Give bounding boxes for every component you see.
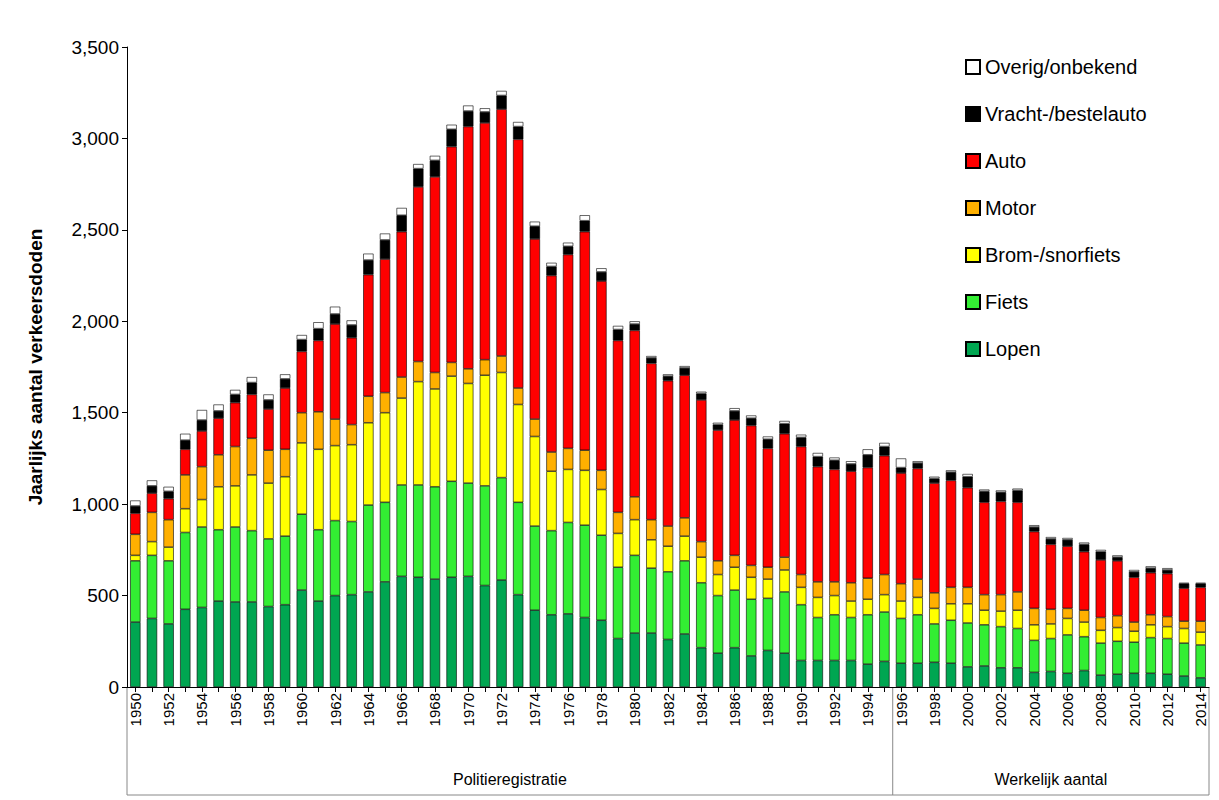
svg-text:1982: 1982 (660, 693, 677, 726)
svg-text:1966: 1966 (393, 693, 410, 726)
svg-text:1980: 1980 (626, 693, 643, 726)
svg-text:1,500: 1,500 (71, 402, 119, 423)
svg-text:Jaarlijks aantal verkeersdoden: Jaarlijks aantal verkeersdoden (25, 229, 46, 506)
svg-text:1964: 1964 (360, 693, 377, 726)
svg-text:Motor: Motor (985, 197, 1036, 219)
svg-text:500: 500 (87, 585, 119, 606)
svg-text:1986: 1986 (726, 693, 743, 726)
svg-text:Auto: Auto (985, 150, 1026, 172)
svg-text:1952: 1952 (160, 693, 177, 726)
svg-text:2,500: 2,500 (71, 219, 119, 240)
svg-text:1978: 1978 (593, 693, 610, 726)
svg-text:2006: 2006 (1059, 693, 1076, 726)
svg-text:2014: 2014 (1192, 693, 1209, 726)
svg-text:1996: 1996 (893, 693, 910, 726)
svg-text:1954: 1954 (193, 693, 210, 726)
svg-text:1950: 1950 (127, 693, 144, 726)
svg-text:1958: 1958 (260, 693, 277, 726)
svg-text:3,500: 3,500 (71, 37, 119, 58)
svg-text:2000: 2000 (959, 693, 976, 726)
svg-text:1956: 1956 (227, 693, 244, 726)
svg-text:2004: 2004 (1026, 693, 1043, 726)
svg-text:1984: 1984 (693, 693, 710, 726)
svg-text:1,000: 1,000 (71, 494, 119, 515)
svg-text:1968: 1968 (426, 693, 443, 726)
svg-text:2012: 2012 (1159, 693, 1176, 726)
svg-text:1992: 1992 (826, 693, 843, 726)
svg-text:Vracht-/bestelauto: Vracht-/bestelauto (985, 103, 1147, 125)
svg-text:Lopen: Lopen (985, 338, 1041, 360)
svg-text:1994: 1994 (859, 693, 876, 726)
svg-text:Fiets: Fiets (985, 291, 1028, 313)
svg-text:2008: 2008 (1092, 693, 1109, 726)
svg-text:Werkelijk aantal: Werkelijk aantal (995, 771, 1108, 788)
svg-text:1972: 1972 (493, 693, 510, 726)
svg-text:2002: 2002 (992, 693, 1009, 726)
svg-text:1976: 1976 (560, 693, 577, 726)
svg-text:0: 0 (108, 677, 119, 698)
svg-text:1998: 1998 (926, 693, 943, 726)
svg-text:Overig/onbekend: Overig/onbekend (985, 56, 1137, 78)
svg-text:2010: 2010 (1126, 693, 1143, 726)
svg-text:1974: 1974 (526, 693, 543, 726)
svg-text:3,000: 3,000 (71, 128, 119, 149)
svg-text:1970: 1970 (460, 693, 477, 726)
svg-text:1988: 1988 (759, 693, 776, 726)
svg-text:1960: 1960 (293, 693, 310, 726)
svg-text:1962: 1962 (327, 693, 344, 726)
svg-text:Brom-/snorfiets: Brom-/snorfiets (985, 244, 1121, 266)
svg-text:1990: 1990 (793, 693, 810, 726)
svg-text:Politieregistratie: Politieregistratie (453, 771, 567, 788)
svg-text:2,000: 2,000 (71, 311, 119, 332)
